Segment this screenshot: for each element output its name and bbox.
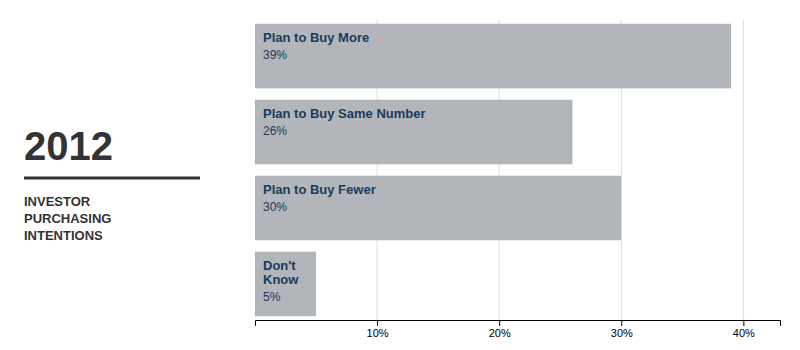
tick: 10% [367,320,389,339]
tick-mark [621,320,622,326]
bar [255,100,572,165]
data-label: 5% [263,290,281,304]
bar-labels: Plan to Buy More 39% Plan to Buy Same Numb… [263,30,426,304]
category-label: Plan to Buy More [263,30,369,45]
category-label: Don'tKnow [263,258,299,287]
grid-line [743,20,744,320]
chart: 2012 INVESTORPURCHASINGINTENTIONS Plan to … [0,0,800,350]
tick: 20% [489,320,511,339]
left-panel: 2012 INVESTORPURCHASINGINTENTIONS [24,124,200,243]
category-label: Plan to Buy Fewer [263,182,376,197]
rule [24,177,200,180]
tick: 30% [611,320,633,339]
category-label: Plan to Buy Same Number [263,106,426,121]
tick-mark [377,320,378,326]
data-label: 39% [263,48,287,62]
tick: 40% [733,320,755,339]
subtitle: INVESTORPURCHASINGINTENTIONS [24,194,111,243]
title: 2012 [24,124,113,168]
bar [255,176,621,241]
plot: Plan to Buy More 39% Plan to Buy Same Numb… [255,20,781,339]
data-label: 26% [263,124,287,138]
x-axis: 10% 20% 30% 40% [256,320,781,339]
data-label: 30% [263,200,287,214]
tick-label: 10% [367,327,389,339]
bar [255,24,731,89]
tick-mark [499,320,500,326]
bars [255,24,731,316]
tick-label: 30% [611,327,633,339]
axis-line [256,321,781,327]
tick-label: 20% [489,327,511,339]
tick-mark [743,320,744,326]
bar [255,252,316,317]
tick-label: 40% [733,327,755,339]
